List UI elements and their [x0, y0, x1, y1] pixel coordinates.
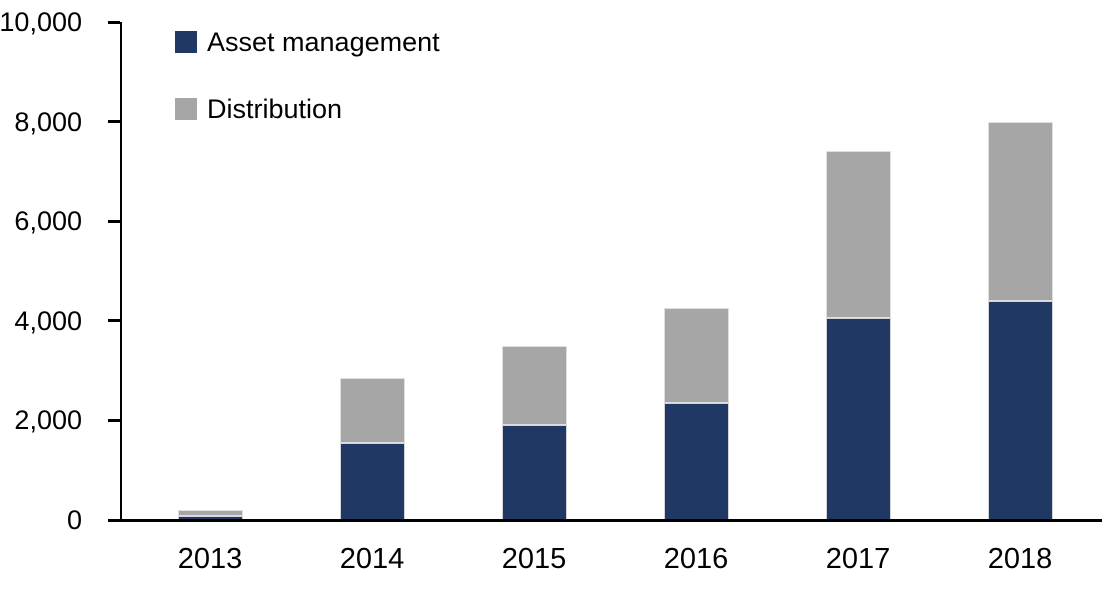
x-tick-label: 2014	[339, 543, 405, 575]
legend-label-distribution: Distribution	[207, 93, 343, 124]
x-tick-label: 2013	[177, 543, 243, 575]
x-tick-label: 2018	[987, 543, 1053, 575]
y-axis-line	[120, 22, 122, 520]
legend: Asset management Distribution	[175, 26, 440, 162]
y-tick-label: 0	[66, 505, 82, 535]
legend-item-distribution: Distribution	[175, 93, 440, 124]
x-tick-label: 2016	[663, 543, 729, 575]
bar-segment-asset-management-2015	[501, 425, 567, 520]
y-tick-label: 4,000	[14, 305, 82, 336]
bar-segment-distribution-2017	[825, 151, 891, 319]
y-tick	[108, 219, 120, 223]
bar-segment-distribution-2018	[987, 121, 1053, 301]
y-tick	[108, 319, 120, 323]
y-tick-label: 6,000	[14, 206, 82, 237]
legend-item-asset-management: Asset management	[175, 26, 440, 57]
bar-segment-distribution-2013	[177, 509, 243, 516]
legend-label-asset-management: Asset management	[207, 26, 440, 57]
x-tick-label: 2017	[825, 543, 891, 575]
bar-segment-asset-management-2016	[663, 402, 729, 520]
bar-segment-distribution-2015	[501, 345, 567, 426]
y-tick-label: 10,000	[0, 7, 82, 37]
bar-segment-distribution-2014	[339, 378, 405, 443]
x-axis-line	[108, 519, 1102, 522]
legend-swatch-distribution-icon	[175, 98, 197, 120]
bar-segment-asset-management-2017	[825, 318, 891, 520]
y-tick-label: 8,000	[14, 106, 82, 137]
y-tick-label: 2,000	[14, 405, 82, 436]
y-tick	[108, 418, 120, 422]
bar-segment-distribution-2016	[663, 308, 729, 403]
y-tick	[108, 120, 120, 124]
bar-segment-asset-management-2014	[339, 442, 405, 520]
x-tick-label: 2015	[501, 543, 567, 575]
bar-segment-asset-management-2018	[987, 300, 1053, 520]
y-tick	[108, 20, 120, 24]
legend-swatch-asset-management-icon	[175, 31, 197, 53]
